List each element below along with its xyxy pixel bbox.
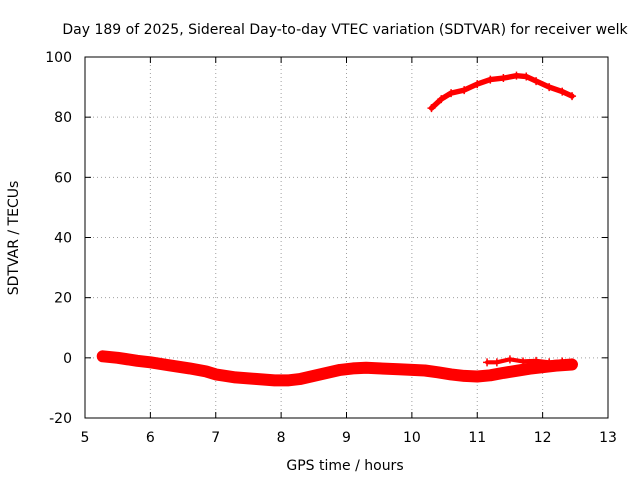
data-point	[486, 75, 495, 84]
data-point	[460, 371, 469, 380]
data-point	[362, 363, 371, 372]
data-point	[460, 86, 469, 95]
data-point	[309, 371, 318, 380]
data-point	[473, 372, 482, 381]
data-point	[98, 352, 107, 361]
y-tick-label: 100	[45, 50, 72, 66]
data-point	[434, 368, 443, 377]
x-tick-label: 10	[403, 430, 421, 446]
x-tick-label: 12	[534, 430, 552, 446]
data-point	[545, 83, 554, 92]
data-point	[146, 358, 155, 367]
data-point	[447, 370, 456, 379]
x-tick-labels: 5 6 7 8 9 10 11 12 13	[81, 430, 617, 446]
data-point	[296, 374, 305, 383]
data-point	[250, 374, 259, 383]
data-point	[375, 364, 384, 373]
series-low-branch	[96, 350, 578, 387]
x-tick-label: 5	[81, 430, 90, 446]
x-tick-label: 7	[211, 430, 220, 446]
data-point	[211, 370, 220, 379]
data-point	[545, 358, 554, 367]
chart-title: Day 189 of 2025, Sidereal Day-to-day VTE…	[62, 22, 628, 38]
data-point	[499, 368, 508, 377]
data-point	[231, 373, 240, 382]
data-point	[283, 376, 292, 385]
x-tick-label: 6	[146, 430, 155, 446]
data-point	[349, 364, 358, 373]
data-point	[499, 74, 508, 83]
series-band	[428, 73, 575, 111]
x-axis-label: GPS time / hours	[286, 458, 403, 474]
y-tick-label: 40	[54, 231, 72, 247]
data-point	[568, 358, 577, 367]
data-point	[185, 364, 194, 373]
data-point	[420, 366, 429, 375]
data-point	[492, 358, 501, 367]
data-series	[96, 71, 578, 387]
data-point	[519, 357, 528, 366]
data-point	[512, 71, 521, 80]
data-point	[322, 368, 331, 377]
data-point	[568, 92, 577, 101]
x-tick-label: 8	[277, 430, 286, 446]
data-point	[483, 358, 492, 367]
y-tick-label: 80	[54, 110, 72, 126]
data-point	[335, 365, 344, 374]
data-point	[201, 367, 210, 376]
data-point	[133, 356, 142, 365]
data-point	[558, 87, 567, 96]
data-point	[532, 77, 541, 86]
x-tick-label: 13	[599, 430, 617, 446]
data-point	[473, 80, 482, 89]
data-point	[505, 355, 514, 364]
data-point	[270, 376, 279, 385]
data-point	[427, 104, 436, 113]
data-point	[165, 361, 174, 370]
data-point	[532, 356, 541, 365]
data-point	[522, 72, 531, 81]
series-mid-branch	[483, 355, 577, 367]
y-tick-label: 20	[54, 291, 72, 307]
y-axis-label: SDTVAR / TECUs	[6, 181, 22, 296]
data-point	[447, 89, 456, 98]
series-upper-branch	[427, 71, 577, 113]
data-point	[407, 365, 416, 374]
data-point	[437, 95, 446, 104]
y-tick-label: -20	[49, 411, 72, 427]
data-point	[558, 357, 567, 366]
data-point	[394, 365, 403, 374]
y-tick-labels: -20 0 20 40 60 80 100	[45, 50, 72, 427]
y-tick-label: 60	[54, 170, 72, 186]
data-point	[538, 363, 547, 372]
grid-lines	[85, 57, 608, 418]
data-point	[512, 366, 521, 375]
data-point	[113, 353, 122, 362]
x-tick-label: 9	[342, 430, 351, 446]
axis-ticks	[84, 56, 609, 419]
data-point	[486, 371, 495, 380]
data-point	[525, 364, 534, 373]
y-tick-label: 0	[63, 351, 72, 367]
x-tick-label: 11	[468, 430, 486, 446]
